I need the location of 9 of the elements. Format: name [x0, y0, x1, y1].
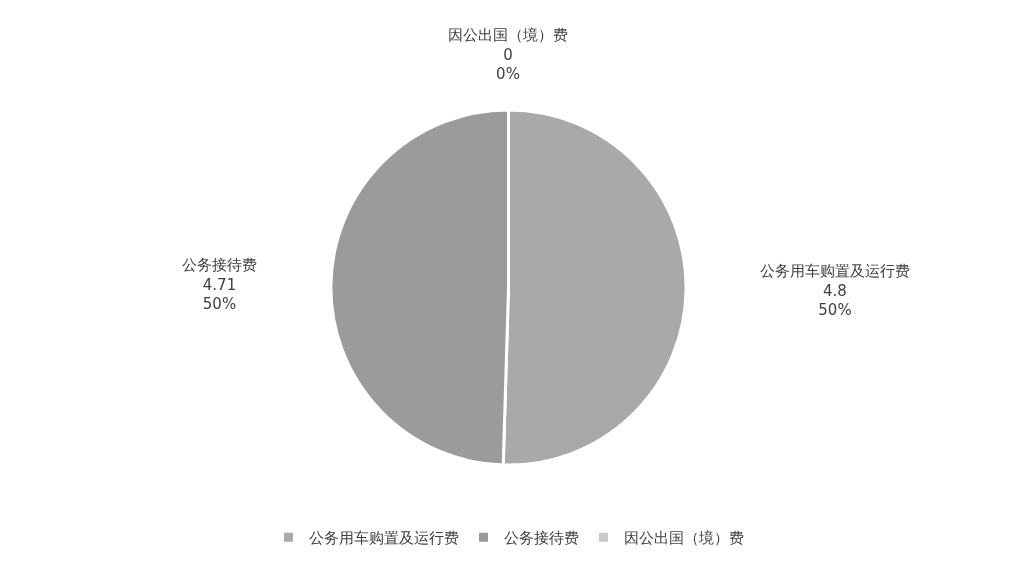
- legend-label: 公务用车购置及运行费: [308, 529, 459, 547]
- legend-label: 公务接待费: [503, 529, 579, 547]
- slice-label: 公务接待费: [182, 256, 257, 274]
- category-label: 因公出国（境）费: [448, 26, 568, 44]
- data-label: 4.8 50%: [818, 281, 852, 319]
- slice-label: 公务用车购置及运行费: [760, 262, 910, 280]
- text: 0 0%: [496, 45, 520, 83]
- legend-label: 因公出国（境）费: [623, 529, 744, 547]
- data-label: 4.71 50%: [202, 275, 237, 313]
